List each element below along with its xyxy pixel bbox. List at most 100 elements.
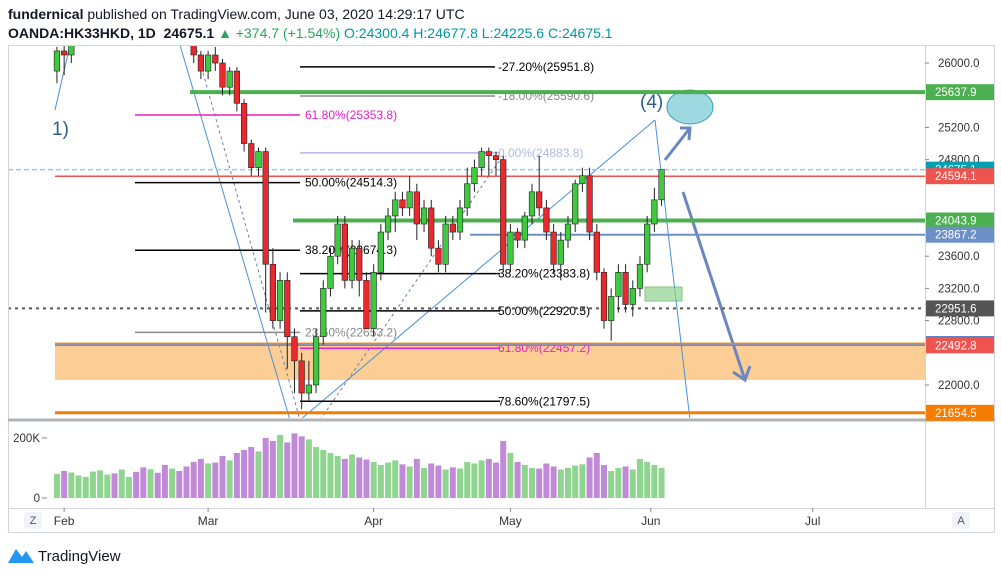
- button[interactable]: [952, 512, 970, 529]
- button[interactable]: [24, 512, 42, 529]
- candle-body: [53, 50, 61, 72]
- volume-bar: [298, 436, 305, 498]
- candle-body: [428, 207, 435, 249]
- candle-body: [226, 70, 233, 88]
- volume-bar: [212, 462, 219, 498]
- candle-body: [399, 199, 406, 209]
- volume-bar: [233, 452, 240, 498]
- volume-bar: [197, 458, 204, 498]
- volume-bar: [644, 461, 651, 498]
- volume-bar: [161, 464, 168, 498]
- candle-body: [248, 143, 255, 168]
- price-label: 25637.9: [935, 87, 977, 99]
- candle-body: [442, 223, 449, 265]
- fib-label: 0.00%(24883.8): [498, 146, 583, 160]
- candle-body: [514, 231, 521, 241]
- candle-body: [564, 223, 572, 241]
- candle-body: [320, 288, 327, 338]
- volume-bar: [140, 467, 147, 498]
- change: +374.7 (+1.54%): [235, 25, 341, 41]
- ohlc: C:24675.1: [547, 25, 613, 41]
- candle-body: [269, 263, 276, 321]
- volume-bar: [615, 467, 622, 498]
- volume-bar: [377, 464, 384, 498]
- x-tick-label: Feb: [54, 514, 75, 528]
- volume-bar: [564, 467, 571, 498]
- volume-bar: [118, 469, 125, 498]
- trend: [179, 46, 290, 418]
- candle-body: [579, 175, 586, 185]
- volume-bar: [413, 458, 420, 498]
- price-label-box: [926, 404, 994, 421]
- header: fundernical published on TradingView.com…: [8, 6, 613, 41]
- candle-body: [435, 247, 442, 265]
- box: [644, 286, 683, 302]
- fib-label: 38.20%(23383.8): [498, 267, 590, 281]
- volume-bar: [341, 458, 348, 498]
- candle-body: [219, 62, 226, 88]
- last: 24675.1: [163, 25, 215, 41]
- volume-bar: [104, 474, 111, 498]
- y-tick-label: 25200.0: [938, 122, 980, 134]
- price-label-box: [926, 168, 994, 185]
- button-label[interactable]: A: [957, 515, 965, 527]
- candle-body: [392, 199, 399, 217]
- volume-bar: [363, 459, 370, 498]
- volume-bar: [111, 473, 118, 498]
- volume-bar: [356, 457, 363, 498]
- candle-body: [61, 50, 68, 56]
- volume-bar: [75, 475, 82, 498]
- volume-bar: [608, 470, 615, 498]
- candle-body: [658, 169, 665, 201]
- candle-body: [284, 280, 291, 338]
- candle-body: [507, 231, 514, 265]
- candle-body: [629, 288, 636, 305]
- candle-body: [521, 215, 528, 241]
- candle-body: [341, 223, 348, 281]
- candle-body: [471, 167, 478, 185]
- candle-body: [413, 191, 420, 225]
- y-tick-label: 23200.0: [938, 283, 980, 295]
- candle-body: [240, 102, 248, 144]
- volume-bar: [629, 469, 636, 498]
- trend: [195, 46, 300, 418]
- volume-bar: [651, 464, 658, 498]
- arrow: [663, 126, 692, 161]
- volume-bar: [61, 470, 68, 498]
- candle-body: [262, 151, 269, 265]
- volume-bar: [190, 461, 197, 498]
- vol-tick-label: 0: [34, 493, 40, 505]
- candle-body: [76, 7, 82, 31]
- candle-body: [456, 207, 464, 233]
- axes: 26000.025200.024800.023600.023200.022800…: [13, 58, 994, 528]
- candle-body: [384, 215, 392, 233]
- button-label[interactable]: Z: [30, 515, 37, 527]
- volume-bar: [550, 466, 557, 498]
- symbol: OANDA:HK33HKD, 1D: [8, 25, 156, 41]
- price-label-box: [926, 337, 994, 354]
- x-tick-label: May: [499, 514, 522, 528]
- plot: -27.20%(25951.8)-18.00%(25590.6)61.80%(2…: [9, 46, 925, 418]
- volume-bar: [53, 473, 60, 498]
- volume-bar: [457, 468, 464, 498]
- volume-bar: [485, 458, 492, 498]
- candle-body: [298, 360, 305, 394]
- candle-body: [492, 155, 500, 160]
- volume-bar: [471, 463, 478, 498]
- volume-bar: [572, 465, 579, 498]
- volume-bar: [478, 460, 485, 498]
- fib-label: 50.00%(22920.5): [498, 304, 590, 318]
- candle-body: [312, 336, 320, 386]
- candle-body: [83, 0, 89, 7]
- candle-body: [644, 223, 651, 265]
- price-label: 22492.8: [935, 340, 977, 352]
- volume-bar: [147, 469, 154, 498]
- candle-body: [543, 207, 550, 233]
- volume-bar: [406, 466, 413, 498]
- volume-bar: [334, 455, 341, 498]
- price-label: 23867.2: [935, 230, 977, 242]
- candle-body: [177, 0, 183, 7]
- price-label: 24043.9: [935, 215, 977, 227]
- volume-bar: [464, 461, 471, 498]
- candle-body: [184, 7, 190, 23]
